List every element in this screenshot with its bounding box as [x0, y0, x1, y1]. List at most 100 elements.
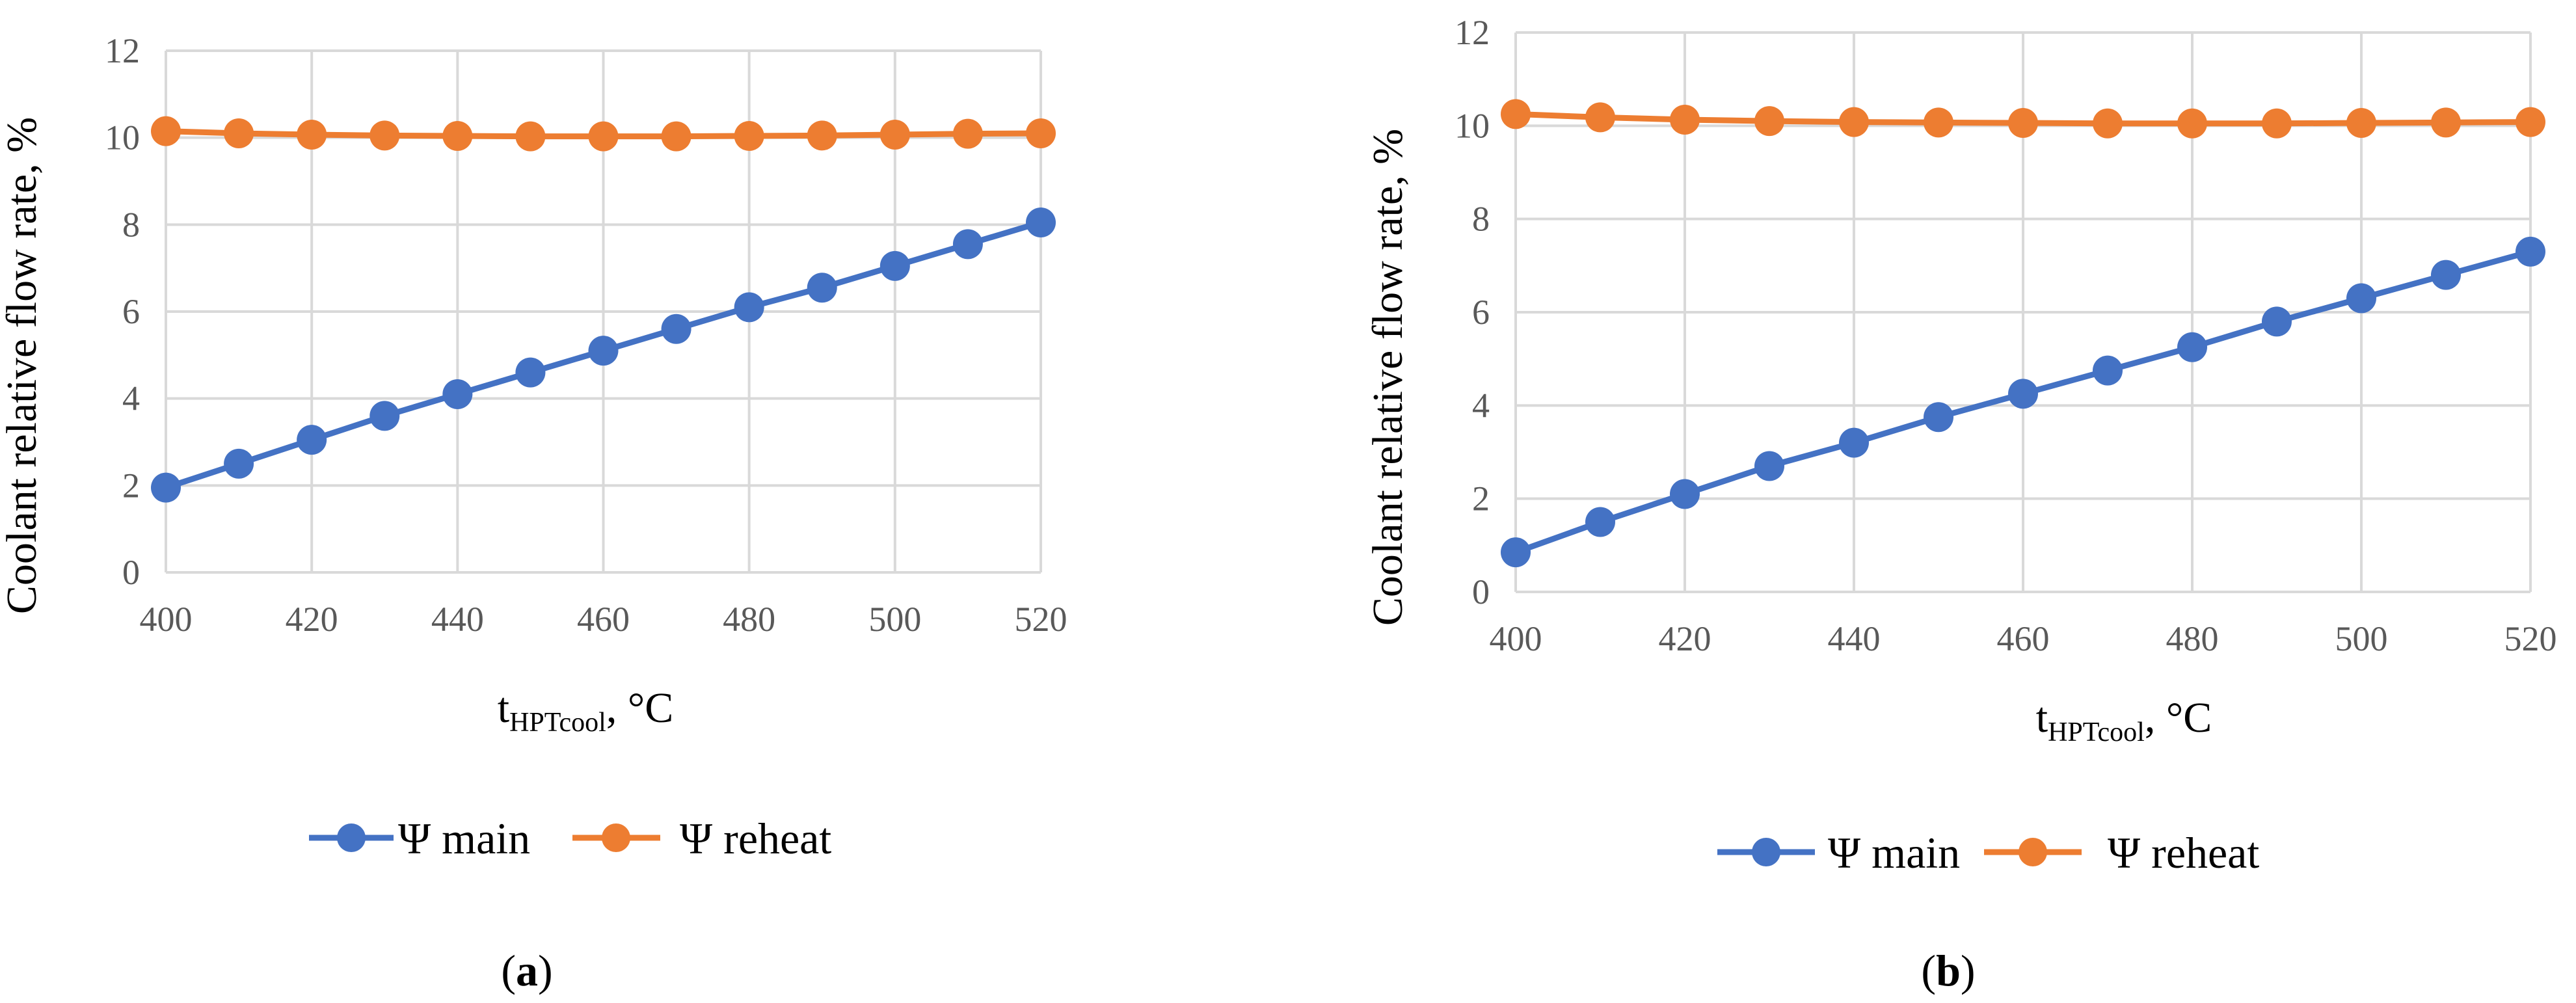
chart-a: 0 2 4 6 8 10 12 400 420 440 460 480 500 520 Coolant …: [0, 31, 1067, 995]
chart-a-legend-main-marker: [337, 823, 366, 852]
chart-b-x-tick-label: 420: [1659, 619, 1711, 658]
chart-a-series-main-point: [807, 273, 837, 303]
chart-b-y-tick-label: 12: [1455, 13, 1490, 52]
chart-b-series-main-point: [1839, 427, 1869, 458]
chart-b-x-axis-title-sub: HPTcool: [2048, 717, 2145, 747]
chart-b-y-tick-label: 8: [1472, 200, 1490, 239]
chart-b-legend-main-marker: [1752, 838, 1780, 866]
chart-b-series-main-point: [2093, 355, 2123, 386]
chart-a-series-reheat-point: [297, 119, 327, 150]
chart-a-series-main-point: [151, 472, 181, 503]
chart-b-y-tick-label: 2: [1472, 479, 1490, 518]
chart-b: 0 2 4 6 8 10 12 400 420 440 460 480 500 520 Coolant …: [1364, 13, 2557, 995]
chart-b-legend: Ψ main Ψ reheat: [1717, 828, 2259, 877]
chart-b-series-reheat-point: [2516, 107, 2545, 137]
chart-a-x-tick-label: 500: [868, 600, 921, 639]
chart-a-series-main-point: [734, 292, 764, 323]
chart-b-series-reheat-point: [2093, 108, 2123, 139]
chart-a-y-tick-label: 12: [105, 31, 140, 70]
chart-a-x-axis-title-sub: HPTcool: [509, 708, 606, 738]
chart-b-x-axis-title: tHPTcool, °C: [2036, 694, 2212, 747]
chart-a-series-main-point: [661, 314, 691, 344]
chart-a-series-main-point: [442, 379, 473, 409]
chart-a-series-reheat-point: [588, 121, 619, 152]
chart-a-series-main-point: [369, 401, 400, 431]
chart-a-legend-reheat-marker: [602, 823, 630, 852]
chart-b-series-main-point: [1924, 402, 1953, 433]
chart-a-series-reheat-point: [369, 120, 400, 151]
chart-b-series-main-point: [2177, 332, 2207, 362]
chart-a-series-reheat-point: [661, 121, 691, 152]
chart-b-series-reheat-point: [1501, 99, 1531, 129]
chart-a-panel-label: (a): [501, 946, 552, 995]
chart-a-x-tick-label: 480: [723, 600, 775, 639]
chart-a-series-reheat-point: [807, 120, 837, 151]
chart-b-y-tick-label: 10: [1455, 106, 1490, 145]
chart-a-series-reheat-point: [952, 118, 983, 149]
chart-b-legend-main-label: Ψ main: [1828, 828, 1960, 877]
chart-b-series-reheat-point: [1585, 102, 1615, 133]
chart-b-y-tick-label: 0: [1472, 572, 1490, 611]
chart-b-series-reheat-point: [1670, 105, 1700, 135]
chart-b-x-tick-label: 480: [2166, 619, 2219, 658]
chart-a-series-reheat-point: [515, 121, 546, 152]
chart-a-y-tick-label: 4: [122, 379, 140, 418]
chart-a-x-tick-label: 440: [431, 600, 484, 639]
chart-b-y-axis-title: Coolant relative flow rate, %: [1364, 129, 1412, 626]
chart-b-series-main-point: [2516, 236, 2545, 267]
chart-b-x-axis-title-suffix: , °C: [2145, 694, 2212, 742]
chart-b-series-main-point: [1501, 537, 1531, 568]
chart-b-series-main-point: [1754, 451, 1784, 481]
chart-b-series-reheat-point: [1924, 107, 1953, 138]
chart-a-x-tick-label: 520: [1015, 600, 1067, 639]
chart-a-series-main-point: [1026, 207, 1056, 237]
chart-a-x-tick-label: 420: [286, 600, 338, 639]
chart-b-series-reheat-point: [2008, 108, 2038, 139]
chart-a-y-tick-label: 6: [122, 292, 140, 331]
chart-b-series-reheat-point: [2431, 107, 2461, 138]
chart-a-legend: Ψ main Ψ reheat: [309, 814, 831, 863]
chart-a-y-tick-label: 10: [105, 118, 140, 157]
chart-b-series: [1501, 99, 2545, 568]
chart-a-series-main-point: [952, 229, 983, 260]
chart-b-series-reheat-point: [1839, 107, 1869, 137]
chart-a-y-tick-label: 8: [122, 205, 140, 244]
chart-a-legend-reheat-label: Ψ reheat: [680, 814, 831, 863]
chart-a-x-tick-label: 460: [577, 600, 630, 639]
chart-b-x-tick-label: 460: [1997, 619, 2050, 658]
chart-b-series-main-point: [2431, 260, 2461, 290]
chart-a-series: [151, 116, 1056, 503]
chart-a-series-main-point: [224, 448, 254, 479]
chart-a-y-axis-title: Coolant relative flow rate, %: [0, 117, 46, 614]
chart-a-series-reheat-point: [734, 120, 764, 151]
chart-a-series-reheat-point: [151, 116, 181, 146]
chart-b-x-tick-label: 440: [1828, 619, 1881, 658]
chart-b-series-main-point: [2346, 283, 2376, 314]
chart-b-x-tick-labels: 400 420 440 460 480 500 520: [1490, 619, 2557, 658]
chart-b-series-main-point: [2008, 379, 2038, 409]
chart-a-series-main-point: [515, 357, 546, 388]
chart-b-y-tick-label: 6: [1472, 293, 1490, 332]
chart-a-y-tick-labels: 0 2 4 6 8 10 12: [105, 31, 140, 592]
chart-b-series-reheat-point: [1754, 106, 1784, 137]
chart-a-x-axis-title: tHPTcool, °C: [498, 684, 674, 738]
chart-b-y-tick-label: 4: [1472, 386, 1490, 425]
chart-b-x-axis-title-main: t: [2036, 694, 2048, 742]
chart-a-series-reheat-point: [879, 119, 910, 150]
chart-b-y-tick-labels: 0 2 4 6 8 10 12: [1455, 13, 1490, 611]
chart-a-x-axis-title-suffix: , °C: [606, 684, 673, 732]
chart-a-x-axis-title-main: t: [498, 684, 509, 732]
chart-a-series-main-point: [879, 250, 910, 281]
chart-a-x-tick-label: 400: [140, 600, 193, 639]
chart-a-series-reheat-point: [442, 120, 473, 151]
chart-a-series-reheat-point: [224, 118, 254, 148]
chart-b-series-main-point: [1585, 507, 1615, 537]
chart-a-x-tick-labels: 400 420 440 460 480 500 520: [140, 600, 1067, 639]
chart-b-series-reheat-point: [2346, 108, 2376, 139]
chart-b-series-main-point: [1670, 479, 1700, 509]
chart-b-legend-reheat-label: Ψ reheat: [2108, 828, 2259, 877]
chart-b-panel-label: (b): [1921, 946, 1975, 995]
chart-b-x-tick-label: 520: [2504, 619, 2557, 658]
chart-b-series-reheat-point: [2177, 108, 2207, 139]
